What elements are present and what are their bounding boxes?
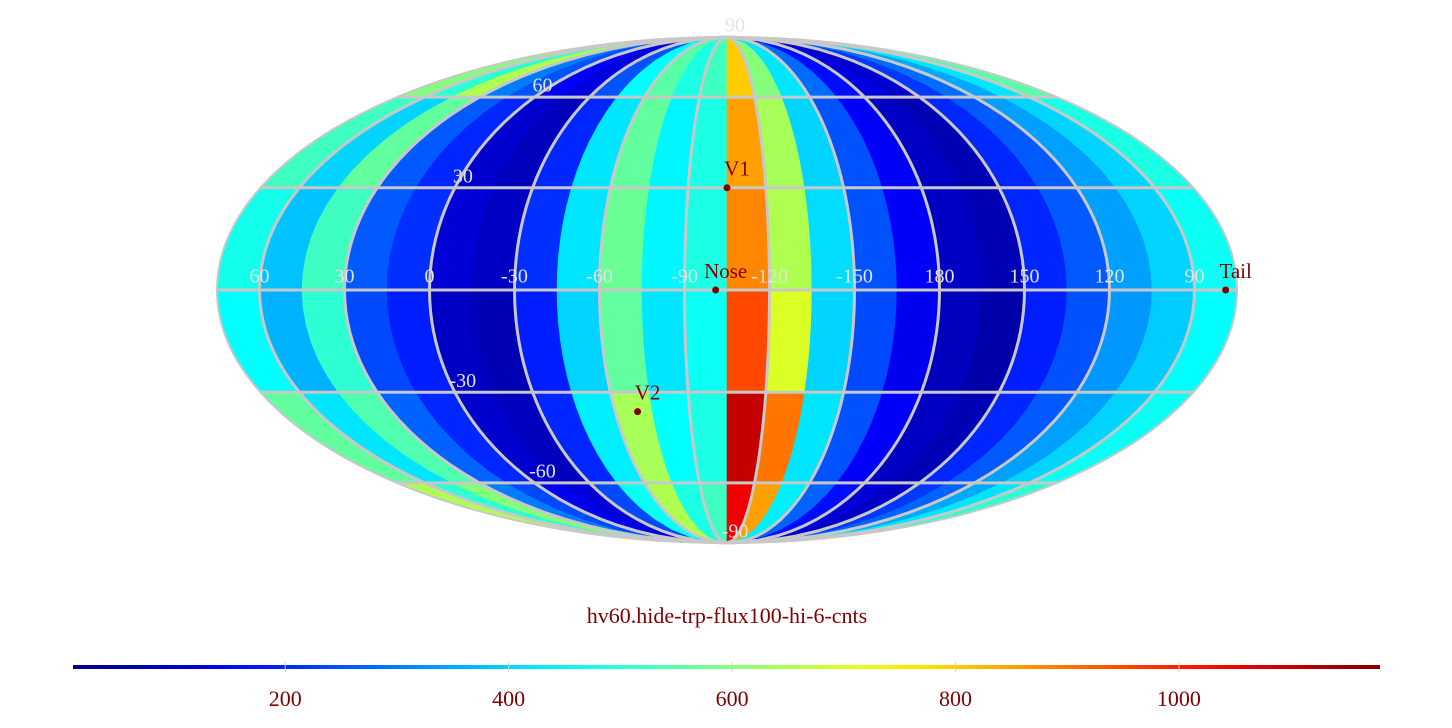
point-marker: [1222, 286, 1230, 294]
lon-tick-label: -90: [671, 266, 698, 288]
lat-tick-label: -30: [450, 370, 477, 392]
lon-tick-label: 0: [425, 266, 435, 288]
lat-tick-label: 60: [532, 75, 552, 97]
cell: [641, 289, 689, 393]
lon-tick-label: 60: [250, 266, 270, 288]
cell: [765, 289, 813, 393]
colorbar-tick-label: 800: [939, 686, 972, 711]
cell: [726, 289, 770, 393]
lat-tick-label: -90: [722, 521, 749, 543]
map-outline: [216, 36, 1238, 544]
lon-tick-label: -120: [751, 266, 788, 288]
lon-tick-label: -150: [836, 266, 873, 288]
map-labels: 60 30 0 -30 -60 -90 -120 -150 180 150 120 90 90 60 30 -…: [250, 15, 1253, 543]
lon-tick-label: 150: [1010, 266, 1040, 288]
lat-tick-label: 30: [453, 165, 473, 187]
lat-tick-label: -60: [529, 460, 556, 482]
lon-tick-label: -30: [501, 266, 528, 288]
colorbar-tick-label: 1000: [1157, 686, 1201, 711]
lon-tick-label: 90: [1185, 266, 1205, 288]
cell: [684, 289, 728, 393]
point-marker: [634, 408, 642, 416]
lat-tick-label: 90: [725, 15, 745, 37]
point-label: V2: [635, 380, 661, 404]
graticule: [216, 35, 1238, 545]
lon-tick-label: 180: [925, 266, 955, 288]
chart-title: hv60.hide-trp-flux100-hi-6-cnts: [587, 603, 867, 628]
colorbar-tick-label: 400: [492, 686, 525, 711]
lon-tick-label: -60: [586, 266, 613, 288]
colorbar-tick-label: 200: [269, 686, 302, 711]
point-marker: [712, 286, 720, 294]
colorbar-tick-label: 600: [716, 686, 749, 711]
lon-tick-label: 120: [1095, 266, 1125, 288]
point-label: V1: [724, 157, 750, 181]
point-marker: [723, 184, 731, 192]
point-label: Tail: [1219, 259, 1252, 283]
point-label: Nose: [704, 259, 747, 283]
lon-tick-label: 30: [335, 266, 355, 288]
colorbar: [73, 665, 1380, 669]
